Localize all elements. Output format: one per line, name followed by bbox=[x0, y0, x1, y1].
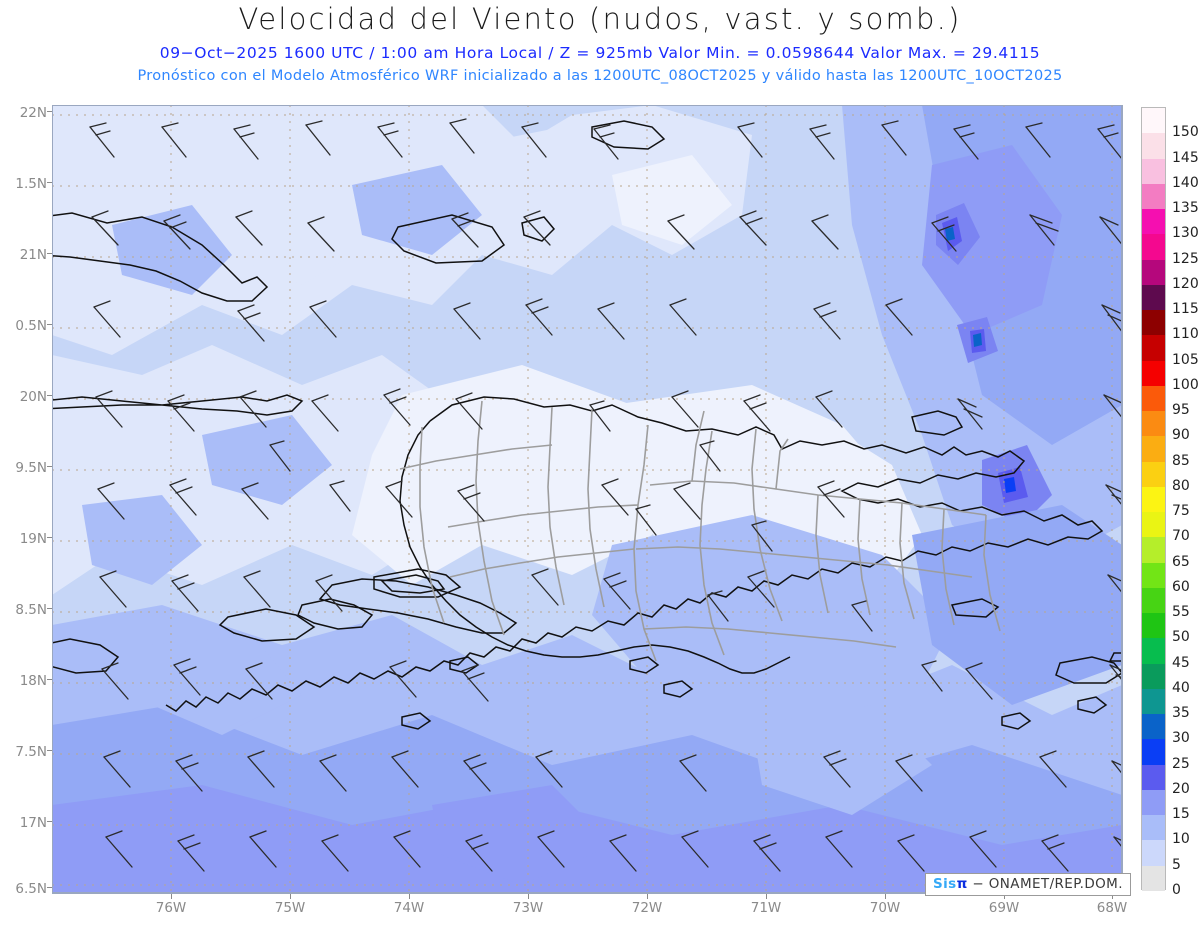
colorbar-band bbox=[1142, 486, 1165, 512]
colorbar-tick-label: 65 bbox=[1172, 553, 1190, 570]
xtick-label: 69W bbox=[988, 900, 1020, 916]
colorbar-band bbox=[1142, 284, 1165, 310]
colorbar-band bbox=[1142, 764, 1165, 790]
colorbar-tick-label: 10 bbox=[1172, 831, 1190, 848]
ytick-label: 8.5N bbox=[15, 602, 47, 618]
credit-org-label: − ONAMET/REP.DOM. bbox=[967, 876, 1123, 892]
colorbar-tick-label: 90 bbox=[1172, 427, 1190, 444]
colorbar-tick-label: 75 bbox=[1172, 503, 1190, 520]
colorbar-tick-label: 135 bbox=[1172, 200, 1199, 217]
colorbar-tick-label: 25 bbox=[1172, 755, 1190, 772]
colorbar-tick-label: 40 bbox=[1172, 679, 1190, 696]
ytick-label: 18N bbox=[19, 673, 47, 689]
ytick-label: 1.5N bbox=[15, 176, 47, 192]
colorbar-tick-label: 115 bbox=[1172, 301, 1199, 318]
colorbar-band bbox=[1142, 158, 1165, 184]
colorbar-tick-label: 130 bbox=[1172, 225, 1199, 242]
colorbar-band bbox=[1142, 865, 1165, 891]
credit-badge: Sisπ − ONAMET/REP.DOM. bbox=[925, 873, 1131, 896]
colorbar-tick-label: 150 bbox=[1172, 124, 1199, 141]
model-description-line: Pronóstico con el Modelo Atmosférico WRF… bbox=[137, 68, 1063, 84]
colorbar-band bbox=[1142, 108, 1165, 134]
colorbar-band bbox=[1142, 613, 1165, 639]
sistema-logo-text: Sis bbox=[933, 876, 957, 892]
colorbar-band bbox=[1142, 209, 1165, 235]
colorbar-band bbox=[1142, 739, 1165, 765]
colorbar-band bbox=[1142, 436, 1165, 462]
colorbar-tick-label: 35 bbox=[1172, 705, 1190, 722]
colorbar-tick-label: 55 bbox=[1172, 604, 1190, 621]
colorbar-band bbox=[1142, 183, 1165, 209]
xtick-label: 74W bbox=[393, 900, 425, 916]
colorbar-tick-label: 85 bbox=[1172, 452, 1190, 469]
xtick-label: 71W bbox=[750, 900, 782, 916]
colorbar-tick-label: 110 bbox=[1172, 326, 1199, 343]
colorbar-tick-label: 45 bbox=[1172, 654, 1190, 671]
wind-speed-shading bbox=[52, 105, 1122, 893]
colorbar-tick-label: 50 bbox=[1172, 629, 1190, 646]
page-title: Velocidad del Viento (nudos, vast. y som… bbox=[238, 2, 962, 36]
colorbar-tick-label: 100 bbox=[1172, 376, 1199, 393]
xtick-label: 76W bbox=[155, 900, 187, 916]
colorbar-tick-label: 145 bbox=[1172, 149, 1199, 166]
colorbar-band bbox=[1142, 789, 1165, 815]
wind-barbs bbox=[89, 118, 1122, 872]
xtick-label: 75W bbox=[274, 900, 306, 916]
province-borders bbox=[399, 400, 1001, 662]
ytick-label: 19N bbox=[19, 531, 47, 547]
colorbar-band bbox=[1142, 537, 1165, 563]
ytick-label: 20N bbox=[19, 389, 47, 405]
xtick-label: 70W bbox=[869, 900, 901, 916]
ytick-label: 7.5N bbox=[15, 744, 47, 760]
colorbar-band bbox=[1142, 133, 1165, 159]
colorbar-band bbox=[1142, 385, 1165, 411]
colorbar-band bbox=[1142, 663, 1165, 689]
colorbar-band bbox=[1142, 335, 1165, 361]
colorbar-band bbox=[1142, 259, 1165, 285]
ytick-label: 21N bbox=[19, 247, 47, 263]
colorbar-tick-label: 95 bbox=[1172, 402, 1190, 419]
colorbar-tick-label: 15 bbox=[1172, 806, 1190, 823]
ytick-label: 22N bbox=[19, 105, 47, 121]
map-canvas bbox=[52, 105, 1122, 893]
forecast-metadata-line: 09−Oct−2025 1600 UTC / 1:00 am Hora Loca… bbox=[159, 44, 1041, 62]
colorbar-band bbox=[1142, 512, 1165, 538]
colorbar[interactable] bbox=[1141, 107, 1166, 891]
colorbar-band bbox=[1142, 461, 1165, 487]
colorbar-tick-label: 5 bbox=[1172, 856, 1181, 873]
colorbar-band bbox=[1142, 587, 1165, 613]
colorbar-tick-label: 140 bbox=[1172, 174, 1199, 191]
colorbar-tick-label: 80 bbox=[1172, 477, 1190, 494]
colorbar-band bbox=[1142, 310, 1165, 336]
colorbar-tick-label: 70 bbox=[1172, 528, 1190, 545]
colorbar-tick-label: 125 bbox=[1172, 250, 1199, 267]
colorbar-band bbox=[1142, 411, 1165, 437]
pi-icon: π bbox=[956, 876, 968, 892]
ytick-label: 9.5N bbox=[15, 460, 47, 476]
ytick-label: 6.5N bbox=[15, 881, 47, 897]
colorbar-tick-label: 0 bbox=[1172, 882, 1181, 898]
colorbar-tick-label: 30 bbox=[1172, 730, 1190, 747]
colorbar-band bbox=[1142, 562, 1165, 588]
xtick-label: 68W bbox=[1096, 900, 1128, 916]
xtick-label: 73W bbox=[512, 900, 544, 916]
colorbar-band bbox=[1142, 815, 1165, 841]
colorbar-band bbox=[1142, 840, 1165, 866]
colorbar-band bbox=[1142, 714, 1165, 740]
colorbar-tick-label: 105 bbox=[1172, 351, 1199, 368]
colorbar-band bbox=[1142, 360, 1165, 386]
wind-speed-map[interactable] bbox=[52, 105, 1123, 894]
ytick-label: 17N bbox=[19, 815, 47, 831]
colorbar-band bbox=[1142, 638, 1165, 664]
colorbar-tick-label: 120 bbox=[1172, 275, 1199, 292]
ytick-label: 0.5N bbox=[15, 318, 47, 334]
colorbar-band bbox=[1142, 234, 1165, 260]
colorbar-tick-label: 20 bbox=[1172, 780, 1190, 797]
colorbar-band bbox=[1142, 688, 1165, 714]
xtick-label: 72W bbox=[631, 900, 663, 916]
colorbar-tick-label: 60 bbox=[1172, 578, 1190, 595]
